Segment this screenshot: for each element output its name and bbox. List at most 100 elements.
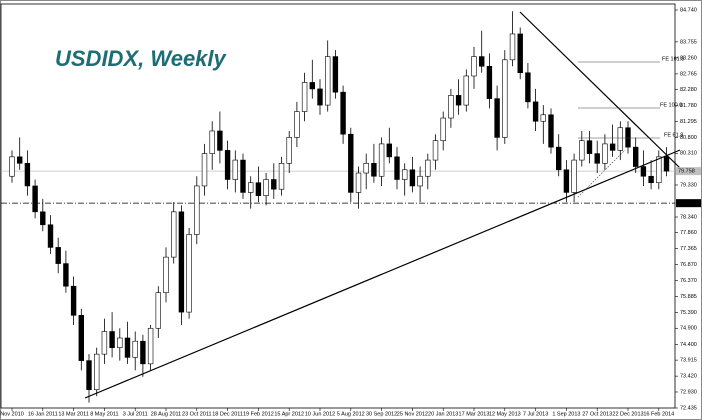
candle-body: [294, 111, 300, 138]
candle-body: [255, 182, 262, 196]
x-tick-label: 3 Jul 2011: [123, 411, 148, 417]
price-box: [676, 167, 701, 176]
candle-body: [70, 285, 77, 316]
candle-body: [317, 88, 323, 106]
candle-body: [378, 143, 385, 177]
y-tick-label: 81.295: [680, 119, 697, 125]
candle-body: [24, 163, 31, 187]
y-tick-label: 83.755: [680, 39, 697, 45]
candle-body: [471, 56, 477, 77]
y-tick-label: 72.435: [680, 405, 697, 411]
y-tick-label: 76.870: [680, 262, 697, 268]
candle-body: [186, 234, 192, 313]
candle-body: [409, 169, 416, 187]
y-tick-label: 73.420: [680, 374, 697, 380]
candle-body: [217, 130, 223, 151]
candle-body: [656, 156, 662, 184]
candle-body: [525, 72, 531, 103]
x-tick-label: 8 May 2011: [90, 411, 118, 417]
x-tick-label: 10 Jun 2012: [305, 411, 335, 417]
candle-body: [394, 156, 400, 180]
candle-body: [301, 82, 308, 112]
candle-body: [486, 65, 493, 99]
y-tick-label: 78.340: [680, 214, 697, 220]
candle-body: [625, 127, 631, 148]
candle-body: [532, 101, 539, 122]
candle-body: [401, 169, 408, 180]
candle-body: [286, 137, 292, 164]
candle-body: [63, 263, 69, 287]
y-tick-label: 84.740: [680, 7, 697, 13]
x-tick-label: 16 Jan 2011: [28, 411, 58, 417]
y-tick-label: 76.370: [680, 278, 697, 284]
candle-body: [340, 91, 346, 135]
x-tick-label: 28 Aug 2011: [151, 411, 181, 417]
x-tick-label: 25 Nov 2012: [397, 411, 428, 417]
candle-body: [386, 143, 392, 158]
candle-body: [332, 56, 339, 93]
candle-body: [555, 146, 562, 171]
x-tick-label: 23 Oct 2011: [182, 411, 212, 417]
candle-body: [448, 95, 454, 119]
candle-body: [163, 256, 169, 293]
candle-body: [594, 153, 600, 164]
y-tick-label: 74.900: [680, 326, 697, 332]
x-tick-label: 16 Feb 2014: [643, 411, 674, 417]
candle-body: [602, 143, 608, 164]
x-tick-label: 1 Sep 2013: [552, 411, 580, 417]
candle-body: [124, 337, 131, 358]
candle-body: [40, 211, 46, 226]
candle-body: [463, 75, 469, 106]
candle-body: [263, 179, 269, 196]
plot-area: [0, 3, 676, 409]
candle-body: [571, 159, 577, 193]
candle-body: [155, 292, 161, 329]
candle-body: [478, 56, 485, 67]
candle-body: [432, 140, 439, 161]
price-label: 78.768: [678, 201, 695, 207]
candle-body: [609, 143, 616, 151]
candle-body: [640, 166, 647, 177]
candle-body: [309, 82, 315, 90]
candle-body: [363, 163, 369, 174]
candle-body: [178, 211, 185, 313]
y-tick-label: 75.885: [680, 294, 697, 300]
y-tick-label: 82.765: [680, 71, 697, 77]
candle-body: [248, 182, 254, 193]
y-tick-label: 82.280: [680, 87, 697, 93]
x-tick-label: 17 Mar 2013: [459, 411, 490, 417]
candle-body: [355, 172, 362, 193]
trend-line: [84, 149, 681, 399]
candle-body: [47, 224, 54, 248]
x-tick-label: 18 Dec 2011: [212, 411, 243, 417]
candle-body: [101, 331, 108, 355]
candle-body: [16, 156, 23, 164]
candle-body: [9, 156, 15, 177]
x-tick-label: 13 Mar 2011: [58, 411, 88, 417]
y-tick-label: 83.260: [680, 55, 697, 61]
fib-label: FE 100.0: [660, 102, 682, 108]
fib-connector: [577, 149, 626, 198]
y-tick-label: 80.800: [680, 135, 697, 141]
candle-body: [147, 327, 154, 365]
candle-body: [201, 153, 208, 187]
x-tick-label: 20 Jan 2013: [428, 411, 458, 417]
candle-body: [417, 175, 423, 187]
x-tick-label: 19 Feb 2012: [243, 411, 274, 417]
candle-body: [509, 33, 516, 61]
candle-body: [663, 156, 670, 172]
candle-body: [224, 150, 231, 180]
candle-body: [209, 130, 215, 154]
y-tick-label: 74.400: [680, 342, 697, 348]
x-tick-label: Nov 2010: [0, 411, 24, 417]
y-tick-label: 75.390: [680, 310, 697, 316]
candle-body: [648, 175, 654, 184]
candle-body: [132, 340, 138, 358]
candle-body: [425, 159, 431, 177]
marks: [1, 11, 675, 403]
y-tick-label: 81.780: [680, 103, 697, 109]
x-tick-label: 7 Jul 2013: [523, 411, 548, 417]
candle-body: [271, 179, 277, 190]
